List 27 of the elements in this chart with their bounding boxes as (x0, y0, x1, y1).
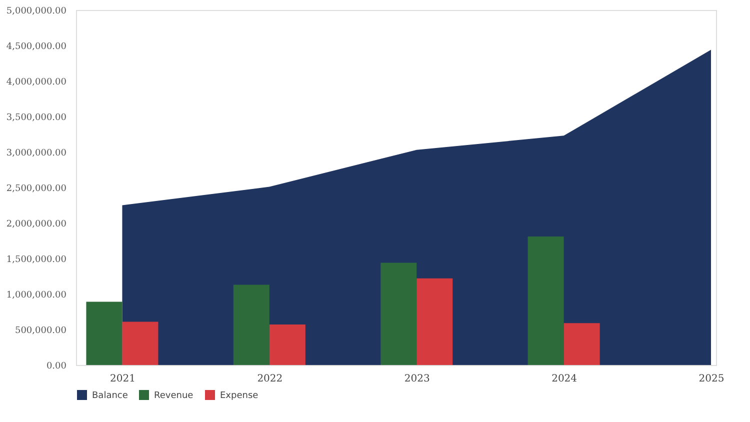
x-tick-label: 2024 (552, 374, 578, 384)
x-tick-label: 2025 (698, 374, 724, 384)
y-tick-label: 2,500,000.00 (6, 184, 67, 194)
y-tick-label: 2,000,000.00 (6, 220, 67, 230)
y-tick-label: 500,000.00 (14, 326, 67, 336)
y-tick-label: 4,500,000.00 (6, 42, 67, 52)
bar (416, 278, 453, 365)
legend-label: Revenue (154, 391, 194, 401)
bar (122, 322, 158, 365)
x-tick-label: 2021 (110, 374, 136, 384)
x-tick-label: 2023 (404, 374, 430, 384)
bar (86, 302, 122, 365)
bar (564, 323, 600, 365)
bar (269, 324, 306, 365)
y-tick-label: 4,000,000.00 (6, 78, 67, 88)
bar (528, 236, 564, 365)
bar (380, 262, 417, 365)
y-tick-label: 5,000,000.00 (6, 6, 67, 16)
bar (233, 284, 270, 365)
x-tick-label: 2022 (257, 374, 283, 384)
y-tick-label: 1,500,000.00 (6, 255, 67, 265)
y-tick-label: 3,500,000.00 (6, 113, 67, 123)
y-tick-label: 3,000,000.00 (6, 148, 67, 158)
y-tick-label: 0.00 (46, 362, 67, 372)
y-tick-label: 1,000,000.00 (6, 290, 67, 300)
legend-label: Expense (220, 391, 259, 401)
legend-label: Balance (92, 391, 128, 401)
